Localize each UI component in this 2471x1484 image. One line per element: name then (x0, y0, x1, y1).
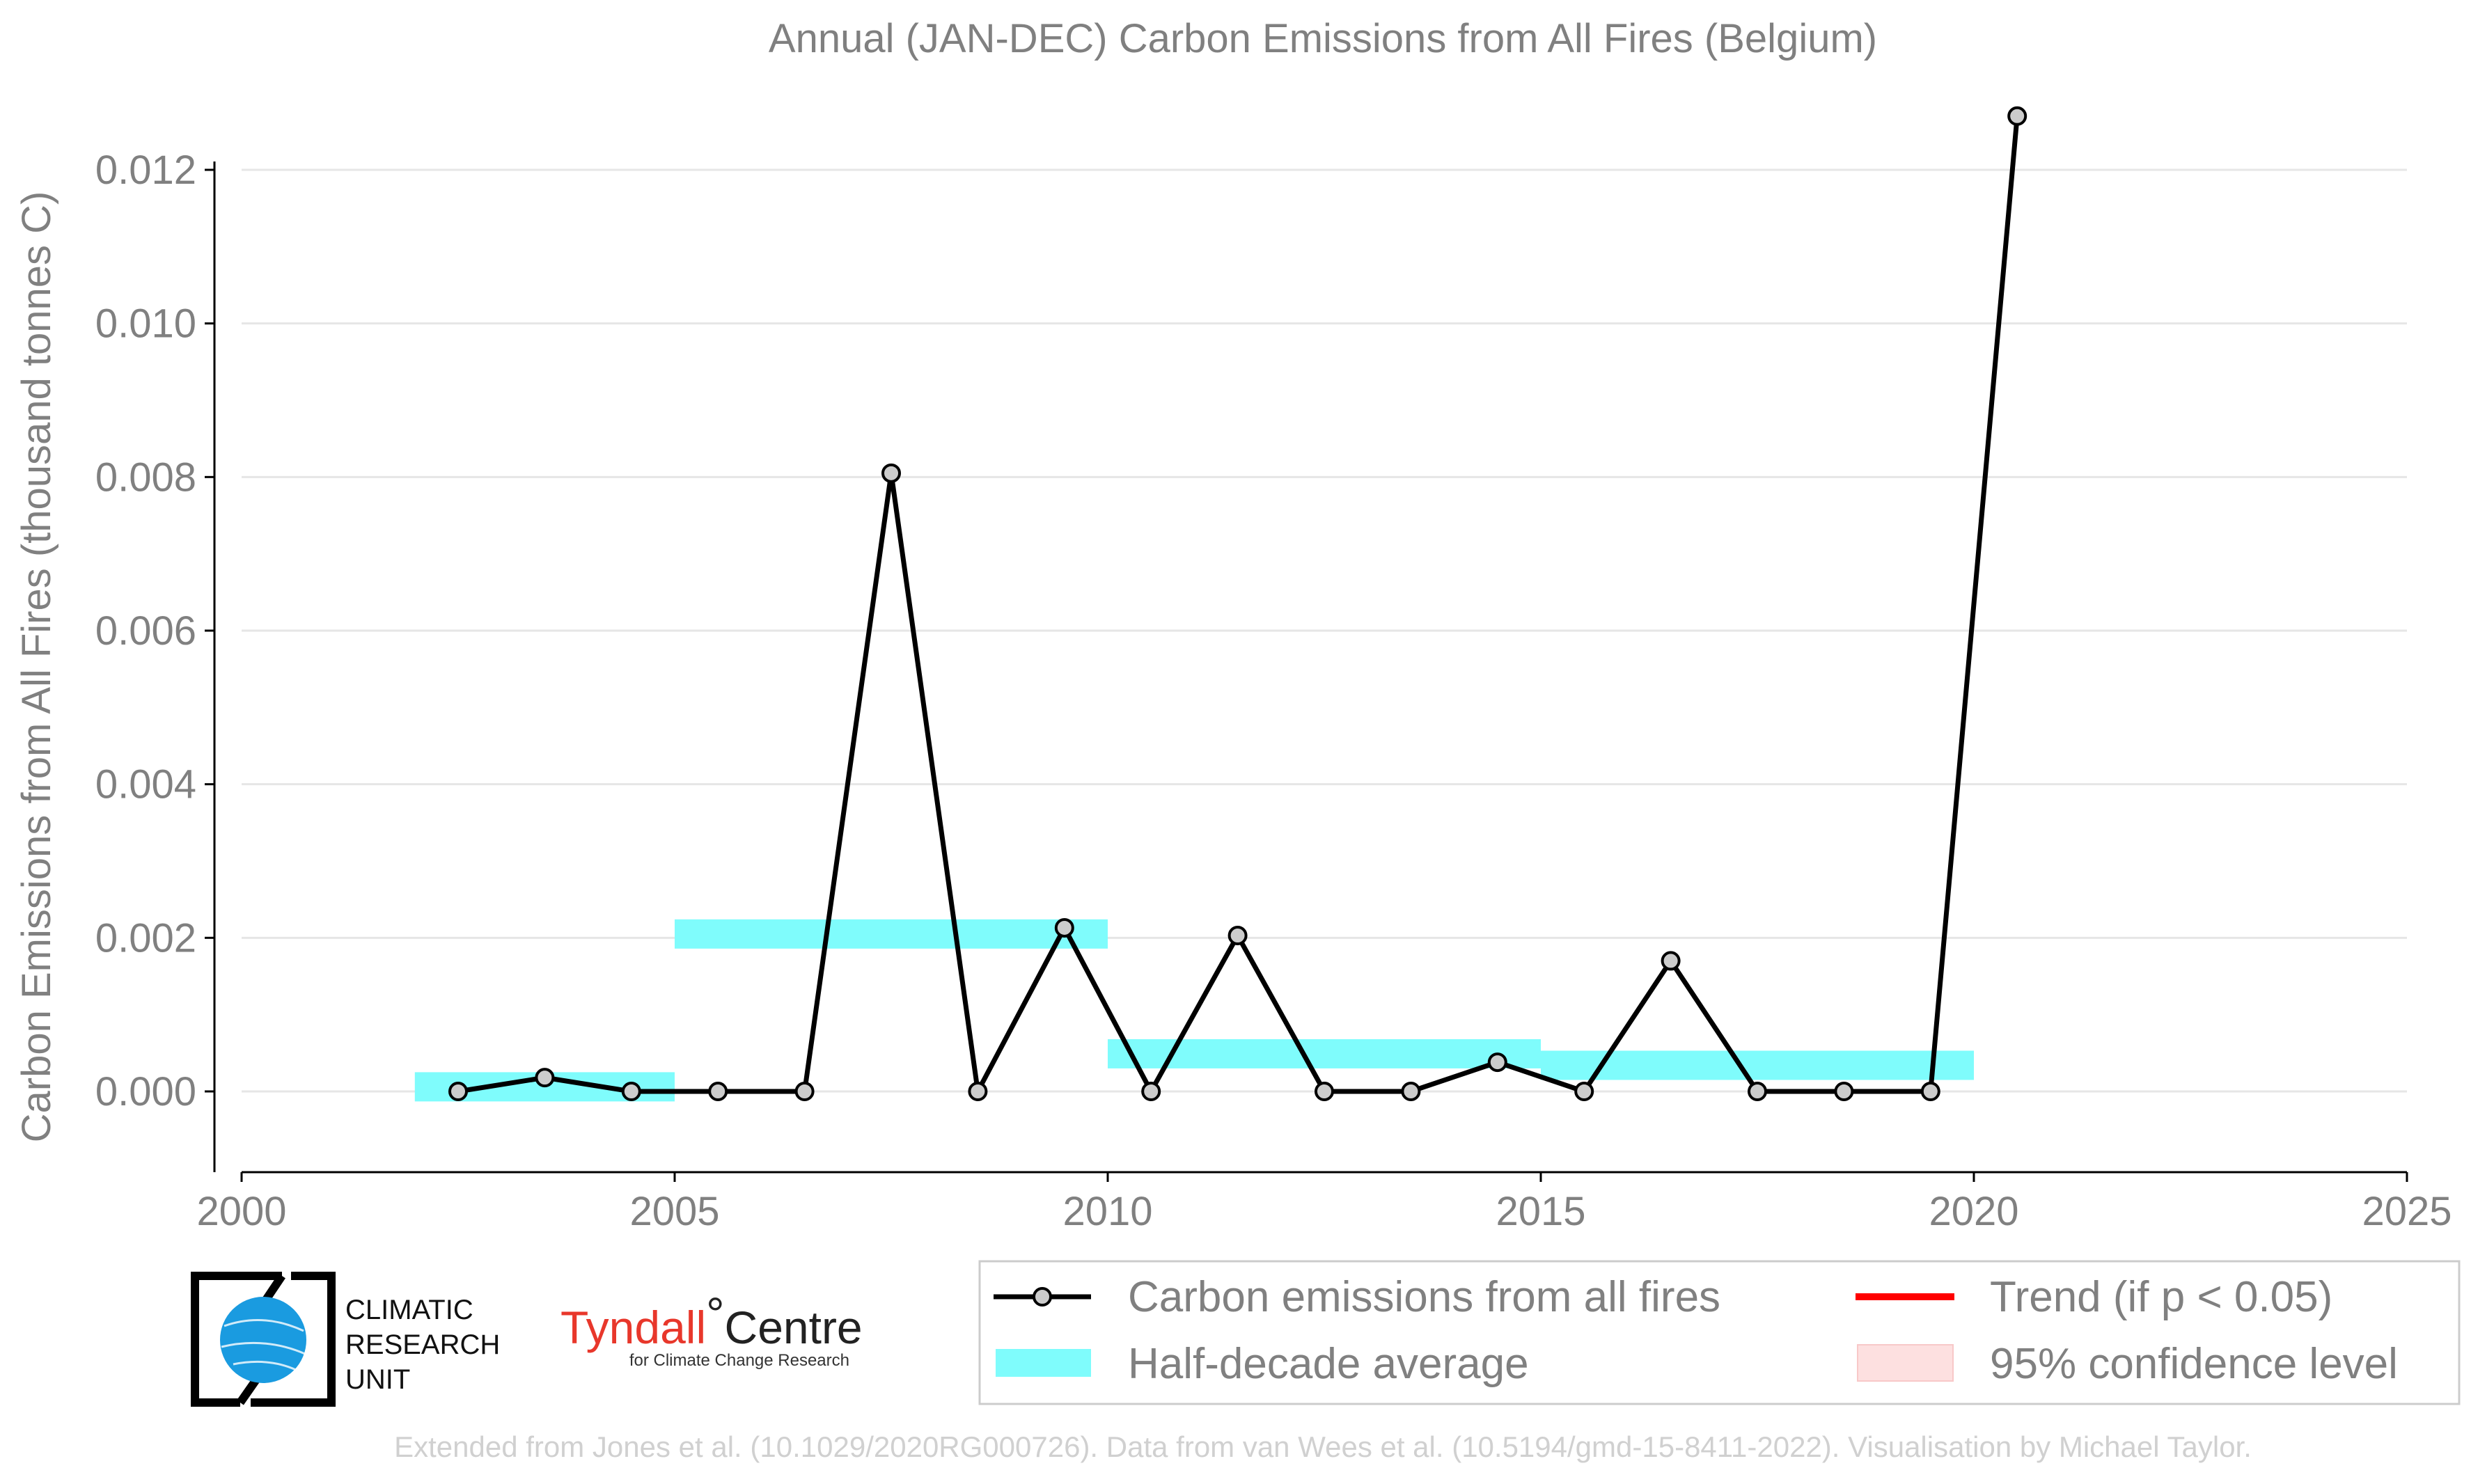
tyndall-logo: Tyndall°Centre for Climate Change Resear… (560, 1288, 863, 1370)
data-point-0-17 (1920, 1082, 1940, 1101)
y-tick-label-2: 0.004 (95, 762, 196, 807)
series-layer (448, 106, 2027, 1101)
x-tick-label-5: 2025 (2362, 1189, 2452, 1234)
legend-entry-half-decade: Half-decade average (996, 1340, 1529, 1388)
data-point-0-13 (1574, 1082, 1594, 1101)
data-point-0-3 (708, 1082, 728, 1101)
cru-logo-line3: UNIT (345, 1364, 410, 1395)
half-decade-band-1 (675, 919, 1108, 949)
half-decade-bands (414, 919, 1974, 1102)
legend-label-emissions: Carbon emissions from all fires (1128, 1273, 1720, 1321)
x-tick-label-4: 2020 (1929, 1189, 2018, 1234)
chart-title: Annual (JAN-DEC) Carbon Emissions from A… (769, 16, 1877, 61)
legend-label-confidence: 95% confidence level (1990, 1340, 2398, 1388)
data-point-0-15 (1748, 1082, 1767, 1101)
credit-text: Extended from Jones et al. (10.1029/2020… (394, 1430, 2252, 1463)
x-tick-label-1: 2005 (629, 1189, 719, 1234)
legend-box (978, 1260, 2461, 1405)
tyndall-logo-sub: for Climate Change Research (629, 1351, 849, 1370)
cru-logo-line2: RESEARCH (345, 1329, 500, 1360)
x-tick-label-0: 2000 (196, 1189, 286, 1234)
data-point-0-7 (1054, 917, 1074, 938)
cru-logo-line1: CLIMATIC (345, 1295, 473, 1325)
data-point-0-12 (1487, 1052, 1507, 1073)
data-point-0-2 (621, 1082, 641, 1101)
y-tick-label-4: 0.008 (95, 455, 196, 500)
tyndall-logo-degree: ° (706, 1288, 724, 1339)
legend-label-half-decade: Half-decade average (1128, 1340, 1529, 1388)
y-axis-label: Carbon Emissions from All Fires (thousan… (14, 191, 59, 1143)
data-point-0-0 (448, 1082, 468, 1101)
legend-entry-trend: Trend (if p < 0.05) (1856, 1273, 2332, 1321)
legend: Carbon emissions from all fires Trend (i… (978, 1260, 2461, 1405)
x-tick-label-3: 2015 (1496, 1189, 1585, 1234)
tyndall-logo-centre: Centre (725, 1302, 863, 1353)
gridlines (242, 168, 2407, 1093)
globe-icon (220, 1297, 306, 1383)
y-tick-label-0: 0.000 (95, 1069, 196, 1114)
data-point-0-5 (881, 463, 901, 483)
data-point-0-14 (1661, 951, 1681, 971)
data-point-0-8 (1141, 1082, 1161, 1101)
data-point-0-6 (968, 1082, 988, 1101)
data-point-0-1 (535, 1068, 555, 1088)
data-point-0-10 (1315, 1082, 1334, 1101)
data-point-0-16 (1834, 1082, 1854, 1101)
y-tick-label-6: 0.012 (95, 148, 196, 193)
half-decade-band-3 (1541, 1050, 1974, 1080)
x-ticks: 2000 2005 2010 2015 2020 2025 (196, 1172, 2452, 1234)
y-tick-label-1: 0.002 (95, 915, 196, 961)
tyndall-logo-main: Tyndall (560, 1302, 706, 1353)
legend-entry-confidence: 95% confidence level (1857, 1340, 2398, 1388)
data-point-0-18 (2007, 106, 2027, 126)
data-point-0-9 (1227, 926, 1248, 946)
y-ticks: 0.000 0.002 0.004 0.006 0.008 0.010 0.012 (95, 148, 214, 1114)
cru-logo: CLIMATIC RESEARCH UNIT (191, 1272, 500, 1407)
svg-text:Tyndall°Centre: Tyndall°Centre (560, 1288, 863, 1353)
y-tick-label-5: 0.010 (95, 301, 196, 347)
legend-label-trend: Trend (if p < 0.05) (1990, 1273, 2332, 1321)
legend-entry-emissions: Carbon emissions from all fires (994, 1273, 1720, 1321)
x-tick-label-2: 2010 (1062, 1189, 1152, 1234)
y-tick-label-3: 0.006 (95, 608, 196, 654)
data-point-0-11 (1401, 1082, 1421, 1101)
data-point-0-4 (794, 1082, 815, 1101)
